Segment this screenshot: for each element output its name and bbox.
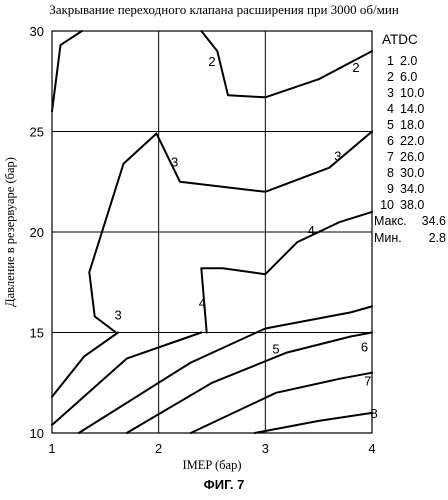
legend-entry-level: 2 xyxy=(374,69,400,85)
legend-entry-value: 22.0 xyxy=(400,133,424,149)
contour-label: 3 xyxy=(115,307,122,322)
y-axis-label: Давление в резервуаре (бар) xyxy=(3,157,17,307)
legend-max-label: Макс. xyxy=(374,213,416,230)
contour-label: 2 xyxy=(352,60,359,75)
contour-line xyxy=(52,333,201,426)
legend-entry-level: 7 xyxy=(374,149,400,165)
legend-min-label: Мин. xyxy=(374,230,416,247)
legend-min: Мин. 2.8 xyxy=(374,230,448,247)
legend-entry-level: 3 xyxy=(374,85,400,101)
legend-entry: 726.0 xyxy=(374,149,448,165)
contour-label: 5 xyxy=(272,342,279,357)
legend-entry-level: 10 xyxy=(374,197,400,213)
contour-line xyxy=(201,212,372,333)
contour-label: 2 xyxy=(208,54,215,69)
legend-entry: 830.0 xyxy=(374,165,448,181)
legend-entry-value: 26.0 xyxy=(400,149,424,165)
contour-label: 3 xyxy=(171,155,178,170)
legend-entry-level: 9 xyxy=(374,181,400,197)
y-tick-label: 15 xyxy=(30,326,44,341)
contour-label: 3 xyxy=(334,149,341,164)
legend-entry: 414.0 xyxy=(374,101,448,117)
x-axis-label: IMEP (бар) xyxy=(182,458,241,472)
figure-caption: ФИГ. 7 xyxy=(0,477,448,492)
contour-line xyxy=(191,373,372,433)
legend: ATDC 12.026.0310.0414.0518.0622.0726.083… xyxy=(374,32,448,247)
legend-entry-value: 6.0 xyxy=(400,69,417,85)
contour-line xyxy=(79,306,372,433)
grid-lines xyxy=(52,31,372,433)
contour-line xyxy=(52,333,118,397)
legend-entry-value: 18.0 xyxy=(400,117,424,133)
y-tick-label: 30 xyxy=(30,24,44,39)
legend-entry: 518.0 xyxy=(374,117,448,133)
legend-entry-value: 34.0 xyxy=(400,181,424,197)
legend-entry-value: 38.0 xyxy=(400,197,424,213)
legend-entry: 310.0 xyxy=(374,85,448,101)
legend-entry-level: 4 xyxy=(374,101,400,117)
legend-entry-level: 1 xyxy=(374,53,400,69)
x-tick-labels: 1 2 3 4 xyxy=(48,441,375,456)
contour-label: 8 xyxy=(371,406,378,421)
legend-title: ATDC xyxy=(382,32,448,47)
legend-entry-level: 8 xyxy=(374,165,400,181)
contour-label: 7 xyxy=(364,374,371,389)
x-tick-label: 3 xyxy=(262,441,269,456)
contour-labels: 2 2 3 3 3 4 4 5 6 7 8 xyxy=(115,54,378,421)
legend-entry-value: 30.0 xyxy=(400,165,424,181)
y-tick-label: 25 xyxy=(30,125,44,140)
y-tick-labels: 10 15 20 25 30 xyxy=(30,24,44,441)
legend-entry: 26.0 xyxy=(374,69,448,85)
legend-entry-level: 5 xyxy=(374,117,400,133)
contour-line xyxy=(52,31,82,111)
contour-line xyxy=(201,31,372,97)
legend-min-value: 2.8 xyxy=(416,230,446,247)
legend-max-value: 34.6 xyxy=(416,213,446,230)
x-tick-label: 4 xyxy=(368,441,375,456)
contour-label: 4 xyxy=(199,295,206,310)
legend-entry: 934.0 xyxy=(374,181,448,197)
legend-entry-level: 6 xyxy=(374,133,400,149)
x-tick-label: 2 xyxy=(155,441,162,456)
contour-line xyxy=(255,413,372,433)
legend-entry-value: 10.0 xyxy=(400,85,424,101)
legend-max: Макс. 34.6 xyxy=(374,213,448,230)
legend-entry-value: 14.0 xyxy=(400,101,424,117)
x-tick-label: 1 xyxy=(48,441,55,456)
legend-entry-value: 2.0 xyxy=(400,53,417,69)
legend-entry: 622.0 xyxy=(374,133,448,149)
y-tick-label: 10 xyxy=(30,426,44,441)
contour-label: 4 xyxy=(308,223,315,238)
y-tick-label: 20 xyxy=(30,225,44,240)
contour-label: 6 xyxy=(361,340,368,355)
legend-entries: 12.026.0310.0414.0518.0622.0726.0830.093… xyxy=(374,53,448,213)
legend-entry: 12.0 xyxy=(374,53,448,69)
legend-entry: 1038.0 xyxy=(374,197,448,213)
